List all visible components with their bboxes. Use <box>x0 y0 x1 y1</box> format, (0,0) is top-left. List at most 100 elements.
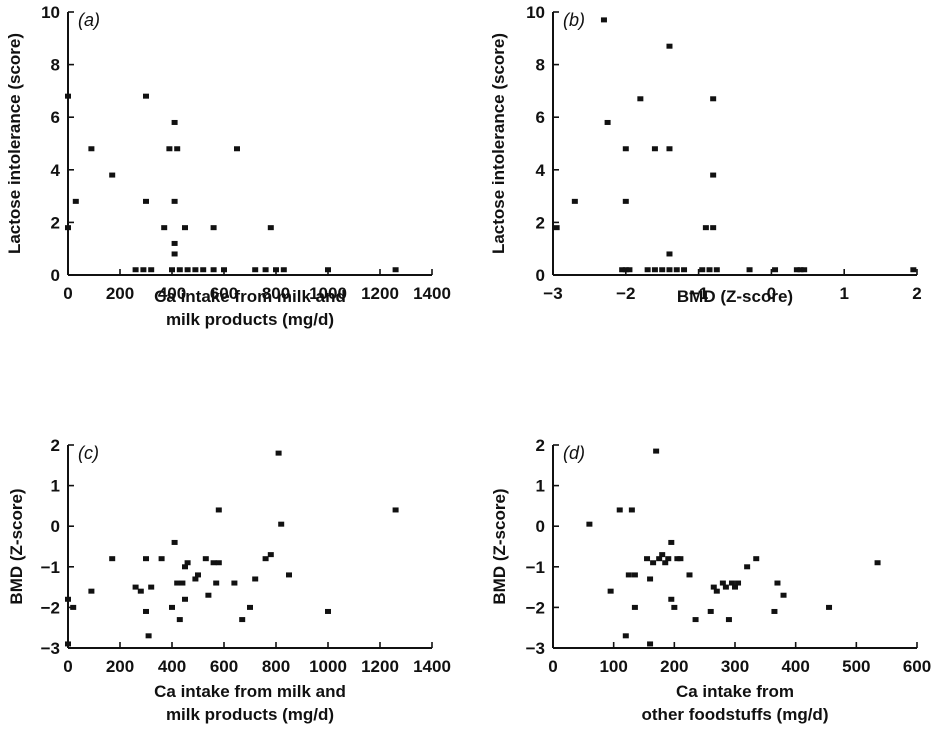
x-tick-label: 1000 <box>309 284 347 303</box>
y-tick-label: 2 <box>536 436 545 455</box>
data-point <box>109 172 116 178</box>
data-point <box>174 580 181 586</box>
data-point <box>622 267 629 273</box>
y-axis-label: BMD (Z-score) <box>490 488 509 604</box>
data-point <box>252 267 259 273</box>
y-tick-label: 1 <box>536 477 545 496</box>
data-point <box>647 576 654 582</box>
data-point <box>215 507 222 513</box>
data-point <box>722 584 729 590</box>
data-point <box>644 556 651 562</box>
panel-label: (c) <box>78 443 99 463</box>
data-point <box>797 267 804 273</box>
data-point <box>644 267 651 273</box>
data-point <box>710 225 717 231</box>
data-point <box>267 552 274 558</box>
data-point <box>793 267 800 273</box>
data-point <box>713 267 720 273</box>
data-point <box>158 556 165 562</box>
data-point <box>874 560 881 566</box>
chart-panel-1: 0 200 400 600 800 1000 1200 1400 0 2 4 6 8 10 (a) Ca in… <box>5 3 451 329</box>
data-point <box>143 608 149 614</box>
data-point <box>171 539 178 545</box>
data-point <box>725 617 732 623</box>
x-tick-label: 2 <box>912 284 921 303</box>
data-point <box>673 267 680 273</box>
data-point <box>325 608 331 614</box>
data-point <box>656 556 663 562</box>
x-axis-label: other foodstuffs (mg/d) <box>642 705 829 724</box>
data-point <box>148 584 155 590</box>
y-tick-label: 10 <box>41 3 60 22</box>
data-point <box>665 556 672 562</box>
x-tick-label: 0 <box>63 284 72 303</box>
data-point <box>686 572 693 578</box>
data-point <box>169 267 175 273</box>
data-point <box>710 172 717 178</box>
data-point <box>744 564 751 570</box>
data-point <box>262 556 269 562</box>
x-tick-label: 600 <box>903 657 931 676</box>
data-point <box>392 267 399 273</box>
data-point <box>88 588 95 594</box>
chart-panel-4: 0 100 200 300 400 500 600 −3 −2 −1 0 1 2 (d) Ca intake… <box>490 436 931 724</box>
data-point <box>600 17 607 23</box>
data-point <box>213 580 220 586</box>
data-point <box>801 267 808 273</box>
data-point <box>651 146 658 152</box>
x-tick-label: 200 <box>106 657 134 676</box>
panel-label: (d) <box>563 443 585 463</box>
x-tick-label: −2 <box>616 284 635 303</box>
data-point <box>182 225 188 231</box>
data-point <box>668 539 675 545</box>
data-point <box>659 267 666 273</box>
data-point <box>607 588 614 594</box>
data-point <box>140 267 147 273</box>
x-tick-label: 1200 <box>361 284 399 303</box>
data-point <box>622 633 629 639</box>
data-point <box>666 146 673 152</box>
data-point <box>616 507 623 513</box>
data-point <box>182 564 188 570</box>
data-point <box>145 633 152 639</box>
data-point <box>771 608 778 614</box>
data-point <box>710 584 717 590</box>
x-axis-label: milk products (mg/d) <box>166 310 334 329</box>
y-tick-label: 8 <box>51 56 60 75</box>
data-point <box>706 267 713 273</box>
x-tick-label: 800 <box>262 657 290 676</box>
x-tick-label: 400 <box>158 284 186 303</box>
data-point <box>286 572 292 578</box>
data-point <box>671 604 678 610</box>
data-point <box>728 580 735 586</box>
data-point <box>647 641 654 647</box>
data-point <box>619 267 626 273</box>
data-point <box>666 267 673 273</box>
y-tick-label: 6 <box>536 108 545 127</box>
data-point <box>221 267 227 273</box>
data-point <box>710 96 717 102</box>
x-tick-label: 300 <box>721 657 749 676</box>
y-tick-label: 2 <box>51 436 60 455</box>
y-tick-label: 0 <box>51 517 60 536</box>
data-point <box>70 604 77 610</box>
data-point <box>65 225 71 231</box>
data-point <box>631 604 638 610</box>
x-tick-label: 100 <box>599 657 627 676</box>
x-tick-label: 600 <box>210 284 238 303</box>
data-point <box>746 267 753 273</box>
x-axis-label: Ca intake from <box>676 682 794 701</box>
x-tick-label: 0 <box>63 657 72 676</box>
data-point <box>662 560 669 566</box>
panel-label: (b) <box>563 10 585 30</box>
data-point <box>774 580 781 586</box>
y-tick-label: −3 <box>526 639 545 658</box>
data-point <box>668 596 675 602</box>
y-tick-label: −1 <box>526 558 545 577</box>
data-point <box>171 198 178 204</box>
data-point <box>622 198 629 204</box>
data-point <box>171 251 178 257</box>
x-tick-label: 1 <box>839 284 848 303</box>
data-point <box>72 198 79 204</box>
data-point <box>143 198 149 204</box>
